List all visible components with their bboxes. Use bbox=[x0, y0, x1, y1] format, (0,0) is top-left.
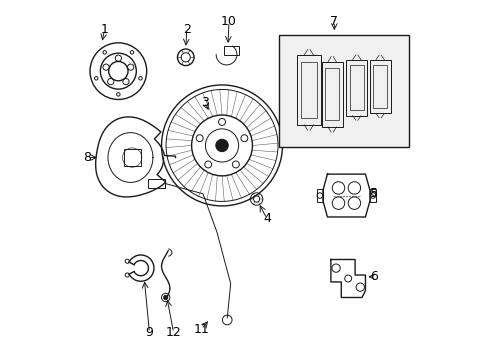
Text: 11: 11 bbox=[193, 323, 209, 336]
Bar bbox=[316, 189, 322, 202]
Text: 6: 6 bbox=[369, 270, 377, 283]
Bar bbox=[300, 62, 316, 118]
Bar bbox=[369, 59, 390, 113]
Text: 8: 8 bbox=[83, 151, 91, 164]
Circle shape bbox=[163, 296, 167, 300]
Bar bbox=[372, 65, 386, 108]
Bar bbox=[324, 68, 339, 121]
Text: 10: 10 bbox=[221, 15, 236, 28]
Bar bbox=[279, 35, 408, 147]
Text: 5: 5 bbox=[369, 187, 377, 200]
Text: 2: 2 bbox=[183, 23, 190, 36]
Text: 12: 12 bbox=[165, 326, 181, 339]
Bar bbox=[321, 62, 342, 127]
Bar bbox=[123, 149, 141, 166]
Text: 9: 9 bbox=[145, 326, 153, 339]
Circle shape bbox=[215, 139, 228, 152]
Bar bbox=[369, 189, 375, 202]
Text: 1: 1 bbox=[101, 23, 108, 36]
Text: 3: 3 bbox=[201, 96, 208, 109]
Bar bbox=[147, 179, 164, 188]
Bar bbox=[297, 55, 320, 125]
Text: 4: 4 bbox=[263, 212, 270, 225]
Bar bbox=[224, 46, 239, 55]
Bar bbox=[346, 59, 366, 116]
Text: 7: 7 bbox=[330, 15, 338, 28]
Bar bbox=[349, 65, 364, 110]
